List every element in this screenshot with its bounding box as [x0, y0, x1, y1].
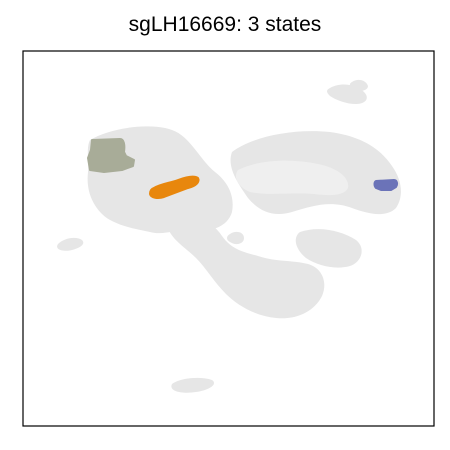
cluster-1-cells [87, 138, 135, 173]
background-region-mid-island [227, 231, 244, 245]
cluster-3-region [373, 179, 399, 191]
chart-title: sgLH16669: 3 states [128, 13, 322, 36]
background-cells [57, 79, 401, 393]
cluster-3-cells [373, 179, 399, 191]
background-region-bottom-island [171, 377, 215, 393]
background-region-ring [235, 160, 349, 196]
cluster-1-region [87, 138, 135, 173]
background-region-top-small [349, 79, 368, 91]
plot-frame [22, 50, 435, 427]
cluster-2-region [149, 175, 200, 199]
background-region-center-body [166, 213, 325, 319]
cluster-2-cells [149, 175, 200, 199]
background-region-left-island [57, 237, 84, 251]
background-region-right-island [336, 242, 360, 260]
